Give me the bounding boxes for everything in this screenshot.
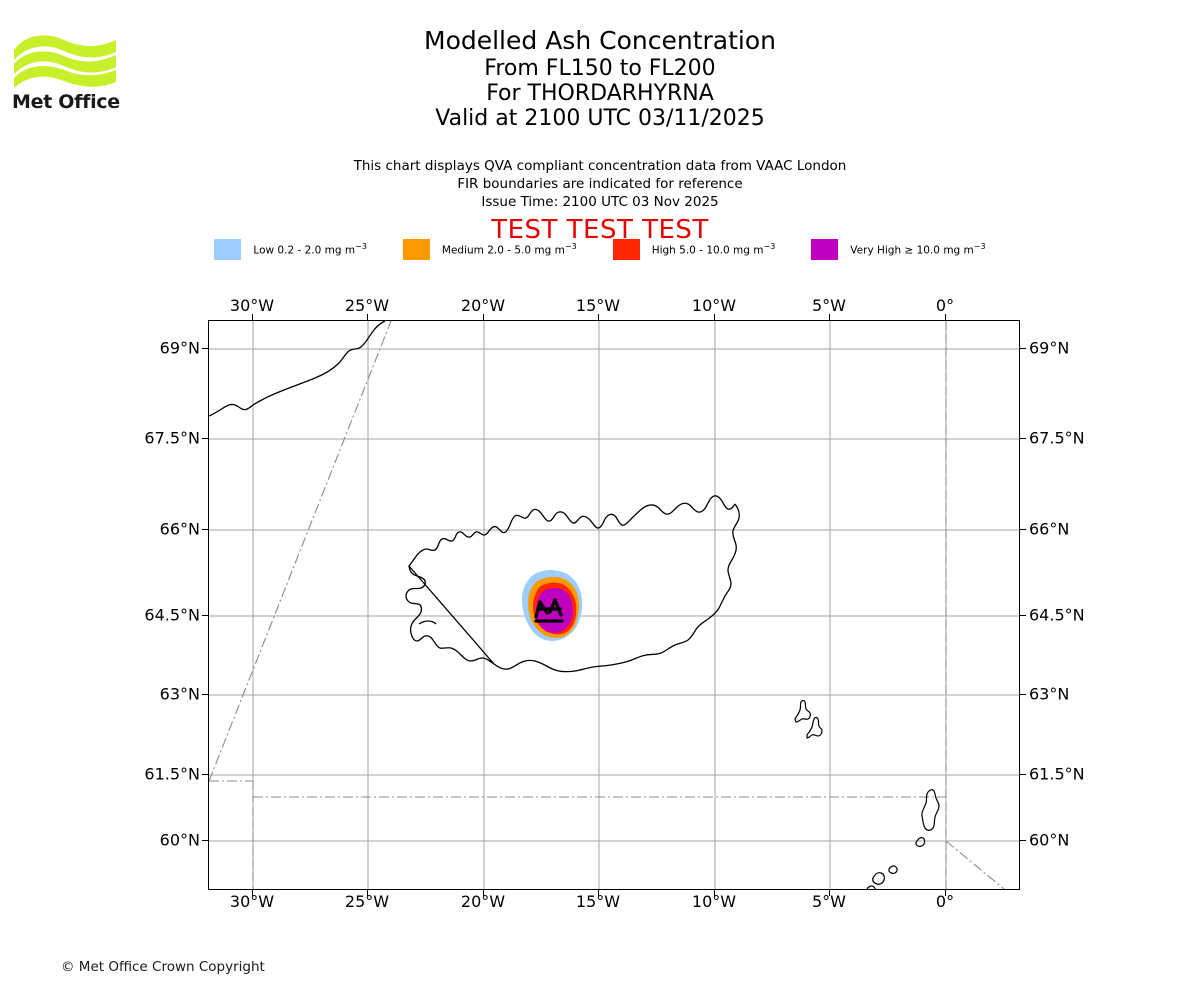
x-tickmark-top-15w <box>598 314 599 320</box>
subtitle-line-3: Issue Time: 2100 UTC 03 Nov 2025 <box>481 193 719 210</box>
legend-label-very-high: Very High ≥ 10.0 mg m−3 <box>850 242 986 257</box>
y-tick-right-66n: 66°N <box>1029 519 1070 539</box>
y-tickmark-left-63n <box>202 694 208 695</box>
title-line-3: For THORDARHYRNA <box>486 81 714 106</box>
x-tickmark-bottom-10w <box>714 890 715 896</box>
y-tickmark-right-64p5n <box>1020 615 1026 616</box>
map-canvas <box>209 321 1019 889</box>
y-tick-right-69n: 69°N <box>1029 338 1070 358</box>
coastline-faroe-islands <box>794 699 823 739</box>
subtitle-line-1: This chart displays QVA compliant concen… <box>353 158 847 174</box>
fir-boundary-lines <box>209 321 1005 889</box>
legend-swatch-very-high <box>811 239 839 260</box>
title-line-1: Modelled Ash Concentration <box>424 26 776 55</box>
y-tickmark-right-63n <box>1020 694 1026 695</box>
volcano-symbol <box>534 598 564 623</box>
legend-label-low: Low 0.2 - 2.0 mg m−3 <box>253 242 367 257</box>
legend-swatch-medium <box>402 239 430 260</box>
y-tickmark-left-69n <box>202 348 208 349</box>
title-line-4: Valid at 2100 UTC 03/11/2025 <box>435 106 765 131</box>
x-tickmark-top-5w <box>829 314 830 320</box>
y-tick-left-63n: 63°N <box>159 684 200 704</box>
legend-item-medium: Medium 2.0 - 5.0 mg m−3 <box>402 239 577 260</box>
x-tick-bottom-15w: 15°W <box>575 892 621 911</box>
x-tick-top-10w: 10°W <box>691 296 737 315</box>
met-office-logo: Met Office <box>12 28 122 113</box>
subtitle-line-2: FIR boundaries are indicated for referen… <box>457 175 743 192</box>
coastline-orkney <box>866 865 898 889</box>
met-office-wave-mark <box>14 35 116 88</box>
y-tick-left-64p5n: 64.5°N <box>144 605 200 625</box>
x-tick-top-0: 0° <box>935 296 955 315</box>
x-tick-bottom-0: 0° <box>935 892 955 911</box>
coastline-shetland <box>915 789 940 847</box>
chart-title-block: Modelled Ash Concentration From FL150 to… <box>0 28 1200 133</box>
y-tickmark-right-66n <box>1020 529 1026 530</box>
x-tick-bottom-30w: 30°W <box>229 892 275 911</box>
x-tickmark-bottom-20w <box>483 890 484 896</box>
test-watermark: TEST TEST TEST <box>491 215 709 245</box>
coastline-iceland <box>405 495 740 673</box>
title-line-2: From FL150 to FL200 <box>484 56 716 81</box>
y-tick-right-63n: 63°N <box>1029 684 1070 704</box>
y-tickmark-left-64p5n <box>202 615 208 616</box>
copyright-notice: © Met Office Crown Copyright <box>61 959 265 975</box>
y-tick-left-69n: 69°N <box>159 338 200 358</box>
x-tick-top-25w: 25°W <box>344 296 390 315</box>
y-tickmark-right-67p5n <box>1020 438 1026 439</box>
ash-concentration-map <box>208 320 1020 890</box>
x-tickmark-top-10w <box>714 314 715 320</box>
x-tick-bottom-20w: 20°W <box>460 892 506 911</box>
legend-item-very-high: Very High ≥ 10.0 mg m−3 <box>811 239 986 260</box>
legend-swatch-high <box>612 239 640 260</box>
y-tick-right-60n: 60°N <box>1029 830 1070 850</box>
x-tickmark-bottom-30w <box>252 890 253 896</box>
y-tick-right-67p5n: 67.5°N <box>1029 428 1085 448</box>
y-tick-right-64p5n: 64.5°N <box>1029 605 1085 625</box>
concentration-legend: Low 0.2 - 2.0 mg m−3 Medium 2.0 - 5.0 mg… <box>0 239 1200 260</box>
legend-item-low: Low 0.2 - 2.0 mg m−3 <box>214 239 367 260</box>
y-tickmark-left-67p5n <box>202 438 208 439</box>
y-tickmark-right-69n <box>1020 348 1026 349</box>
x-tickmark-top-20w <box>483 314 484 320</box>
y-tick-left-66n: 66°N <box>159 519 200 539</box>
chart-subtitle-block: This chart displays QVA compliant concen… <box>0 158 1200 212</box>
x-tick-top-20w: 20°W <box>460 296 506 315</box>
y-tick-left-61p5n: 61.5°N <box>144 764 200 784</box>
x-tickmark-top-25w <box>367 314 368 320</box>
y-tick-right-61p5n: 61.5°N <box>1029 764 1085 784</box>
legend-item-high: High 5.0 - 10.0 mg m−3 <box>612 239 776 260</box>
x-tick-top-5w: 5°W <box>812 296 846 315</box>
x-tick-top-30w: 30°W <box>229 296 275 315</box>
y-tick-left-60n: 60°N <box>159 830 200 850</box>
legend-label-high: High 5.0 - 10.0 mg m−3 <box>651 242 776 257</box>
y-tickmark-right-60n <box>1020 840 1026 841</box>
x-tickmark-top-30w <box>252 314 253 320</box>
y-tickmark-left-66n <box>202 529 208 530</box>
y-tickmark-right-61p5n <box>1020 774 1026 775</box>
x-tickmark-top-0 <box>945 314 946 320</box>
x-tickmark-bottom-15w <box>598 890 599 896</box>
legend-swatch-low <box>214 239 242 260</box>
x-tickmark-bottom-25w <box>367 890 368 896</box>
x-tick-bottom-25w: 25°W <box>344 892 390 911</box>
y-tickmark-left-60n <box>202 840 208 841</box>
x-tickmark-bottom-0 <box>945 890 946 896</box>
map-gridlines <box>209 321 1019 889</box>
met-office-logo-text: Met Office <box>12 91 120 113</box>
x-tick-bottom-5w: 5°W <box>812 892 846 911</box>
legend-label-medium: Medium 2.0 - 5.0 mg m−3 <box>441 242 577 257</box>
y-tickmark-left-61p5n <box>202 774 208 775</box>
y-tick-left-67p5n: 67.5°N <box>144 428 200 448</box>
x-tick-bottom-10w: 10°W <box>691 892 737 911</box>
x-tick-top-15w: 15°W <box>575 296 621 315</box>
coastline-greenland <box>209 321 386 417</box>
x-tickmark-bottom-5w <box>829 890 830 896</box>
